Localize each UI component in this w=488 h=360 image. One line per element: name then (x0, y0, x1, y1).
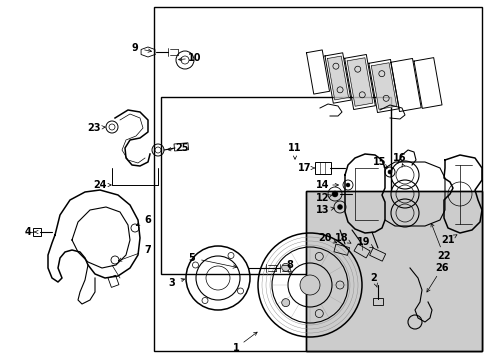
Text: 20: 20 (318, 233, 331, 243)
Text: 21: 21 (440, 235, 454, 245)
Text: 2: 2 (370, 273, 377, 283)
Bar (161, 97, 390, 274)
Text: 4: 4 (24, 227, 31, 237)
Text: 17: 17 (298, 163, 311, 173)
Circle shape (281, 299, 289, 307)
Text: 18: 18 (334, 233, 348, 243)
Circle shape (299, 275, 319, 295)
Bar (33, 228, 41, 236)
Text: 23: 23 (87, 123, 101, 133)
Circle shape (315, 310, 323, 318)
Text: 24: 24 (93, 180, 106, 190)
Circle shape (387, 170, 391, 174)
Circle shape (315, 252, 323, 261)
Polygon shape (327, 56, 348, 100)
Circle shape (337, 204, 342, 210)
Text: 14: 14 (316, 180, 329, 190)
Text: 7: 7 (144, 245, 151, 255)
Text: 25: 25 (175, 143, 188, 153)
Text: 13: 13 (316, 205, 329, 215)
Text: 10: 10 (188, 53, 202, 63)
Bar (314, 162, 330, 174)
Text: 5: 5 (188, 253, 195, 263)
Text: 16: 16 (392, 153, 406, 163)
Bar (333, 244, 349, 255)
Bar (305, 191, 481, 351)
Text: 8: 8 (286, 260, 293, 270)
Text: 11: 11 (287, 143, 301, 153)
Bar (369, 248, 385, 261)
Text: 15: 15 (372, 157, 386, 167)
Bar (305, 191, 481, 351)
Polygon shape (346, 58, 372, 106)
Bar (108, 275, 119, 287)
Text: 9: 9 (131, 43, 138, 53)
Bar (353, 244, 369, 258)
Bar (372, 298, 382, 305)
Polygon shape (370, 63, 396, 109)
Text: 12: 12 (316, 193, 329, 203)
Circle shape (346, 183, 349, 187)
Circle shape (281, 264, 289, 271)
Text: 22: 22 (436, 251, 450, 261)
Circle shape (331, 191, 337, 197)
Text: 3: 3 (168, 278, 175, 288)
Text: 6: 6 (144, 215, 151, 225)
Text: 19: 19 (357, 237, 370, 247)
Text: 1: 1 (232, 343, 239, 353)
Circle shape (335, 281, 343, 289)
Text: 26: 26 (434, 263, 448, 273)
Bar (154, 7, 481, 351)
Bar (174, 143, 188, 151)
